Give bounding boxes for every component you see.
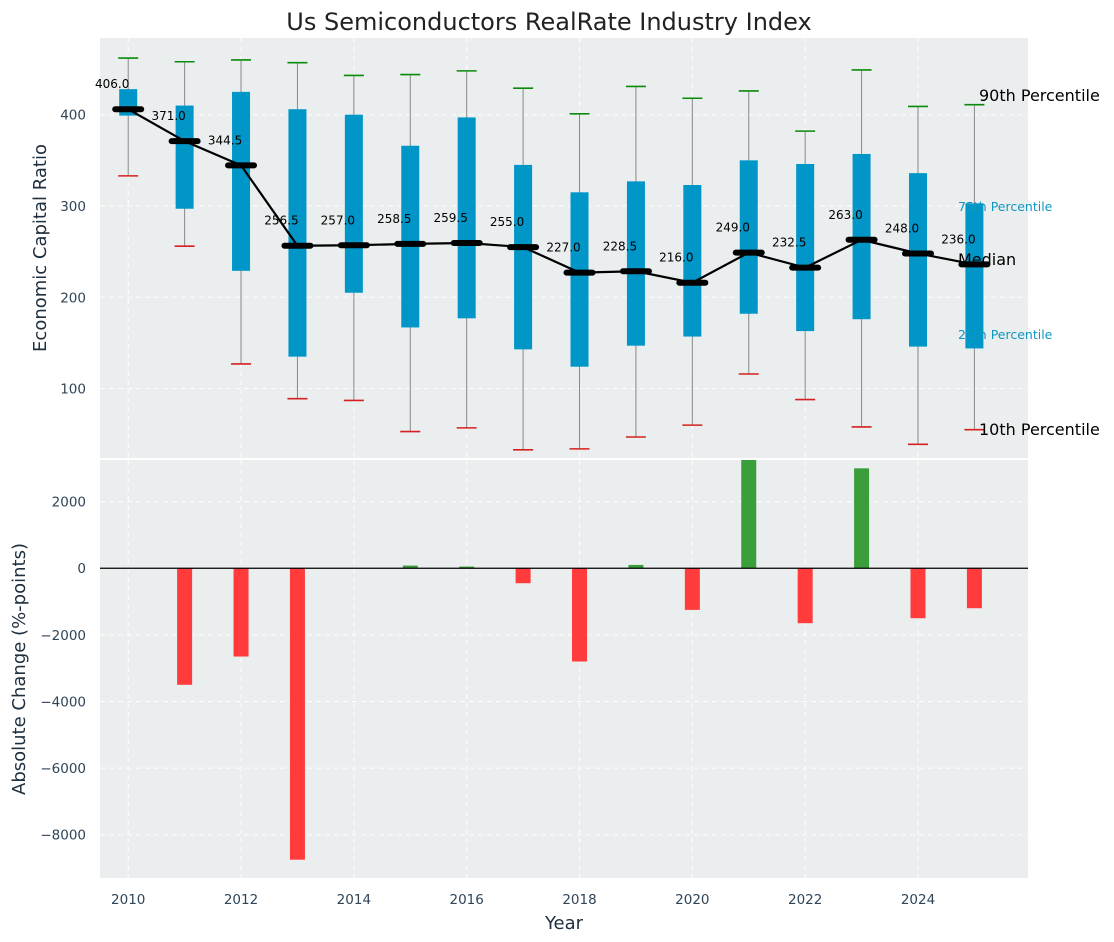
median-value-label: 259.5	[434, 211, 468, 225]
annotation-p75: 75th Percentile	[958, 199, 1053, 214]
median-value-label: 232.5	[772, 236, 806, 250]
change-bar	[177, 568, 193, 685]
bottom-bars	[177, 460, 982, 860]
bottom-y-tick-label: 2000	[52, 495, 86, 511]
top-y-ticks: 100 200 300 400	[60, 108, 86, 398]
x-axis-label: Year	[544, 913, 584, 934]
change-bar	[289, 568, 305, 860]
bottom-y-tick-label: −2000	[40, 628, 86, 644]
median-line	[127, 108, 975, 284]
median-value-label: 371.0	[151, 109, 185, 123]
median-value-label: 406.0	[95, 77, 129, 91]
change-bar	[854, 468, 870, 569]
change-bar	[628, 564, 644, 569]
bottom-y-tick-label: −8000	[40, 828, 86, 844]
top-y-axis-label: Economic Capital Ratio	[30, 144, 51, 352]
annotation-median: Median	[958, 250, 1016, 269]
bottom-y-tick-label: −6000	[40, 761, 86, 777]
iqr-box	[570, 192, 589, 367]
top-median-labels: 406.0 371.0 344.5 256.5 257.0 258.5 259.5 255.0…	[95, 77, 976, 264]
iqr-box	[175, 105, 194, 209]
iqr-box	[514, 164, 533, 350]
x-tick-label: 2022	[788, 892, 822, 908]
x-tick-label: 2016	[450, 892, 484, 908]
bottom-x-ticks: 2010 2012 2014 2016 2018 2020 2022 2024	[111, 892, 935, 908]
top-boxes	[119, 89, 984, 367]
median-value-label: 256.5	[264, 214, 298, 228]
change-bar	[684, 568, 700, 610]
change-bar	[910, 568, 926, 619]
x-tick-label: 2012	[224, 892, 258, 908]
bottom-plot-background	[100, 460, 1028, 878]
change-bar	[572, 568, 588, 662]
change-bar	[741, 460, 757, 569]
iqr-box	[232, 91, 251, 271]
top-y-tick-label: 100	[60, 382, 86, 398]
bottom-y-tick-label: −4000	[40, 694, 86, 710]
top-plot-background	[100, 38, 1028, 458]
x-tick-label: 2010	[111, 892, 145, 908]
chart-title: Us Semiconductors RealRate Industry Inde…	[286, 8, 811, 36]
change-bar	[966, 568, 982, 609]
median-value-label: 255.0	[490, 215, 524, 229]
x-tick-label: 2018	[562, 892, 596, 908]
iqr-box	[344, 114, 363, 293]
iqr-box	[288, 109, 307, 357]
median-value-label: 216.0	[659, 251, 693, 265]
annotation-p10: 10th Percentile	[979, 420, 1100, 439]
iqr-box	[852, 153, 871, 320]
top-y-tick-label: 200	[60, 290, 86, 306]
change-bar	[233, 568, 249, 657]
median-value-label: 248.0	[885, 221, 919, 235]
top-y-tick-label: 400	[60, 108, 86, 124]
iqr-box	[626, 181, 645, 346]
change-bar	[797, 568, 813, 624]
median-value-label: 344.5	[208, 133, 242, 147]
change-bar	[515, 568, 531, 584]
median-value-label: 236.0	[941, 232, 975, 246]
top-median-line	[112, 106, 991, 286]
iqr-box	[908, 173, 927, 347]
x-tick-label: 2020	[675, 892, 709, 908]
top-y-tick-label: 300	[60, 199, 86, 215]
bottom-y-axis-label: Absolute Change (%-points)	[9, 543, 30, 795]
top-panel: 406.0 371.0 344.5 256.5 257.0 258.5 259.5 255.0…	[30, 38, 1100, 458]
median-value-label: 263.0	[828, 208, 862, 222]
bottom-y-ticks: −8000 −6000 −4000 −2000 0 2000	[40, 495, 86, 844]
iqr-box	[796, 164, 815, 332]
iqr-box	[683, 185, 702, 337]
change-bar	[402, 565, 418, 569]
x-tick-label: 2024	[901, 892, 935, 908]
median-value-label: 258.5	[377, 212, 411, 226]
bottom-y-tick-label: 0	[77, 561, 86, 577]
x-tick-label: 2014	[337, 892, 371, 908]
median-value-label: 227.0	[546, 241, 580, 255]
annotation-p25: 25th Percentile	[958, 327, 1053, 342]
top-caps	[118, 57, 985, 451]
iqr-box	[457, 117, 476, 319]
median-value-label: 228.5	[603, 239, 637, 253]
iqr-box	[965, 203, 984, 349]
iqr-box	[401, 145, 420, 328]
iqr-box	[739, 160, 758, 314]
median-value-label: 249.0	[716, 221, 750, 235]
median-value-label: 257.0	[321, 213, 355, 227]
change-bar	[459, 566, 475, 569]
annotation-p90: 90th Percentile	[979, 86, 1100, 105]
